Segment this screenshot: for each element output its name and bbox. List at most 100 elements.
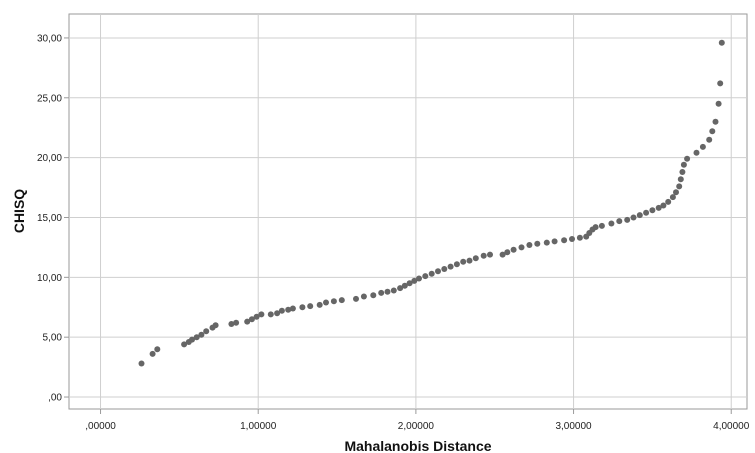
data-point: [416, 275, 422, 282]
data-point: [510, 246, 517, 253]
data-point: [576, 234, 583, 241]
data-point: [198, 331, 205, 338]
data-point: [643, 209, 650, 216]
data-point: [551, 238, 558, 245]
data-point: [258, 311, 265, 318]
data-point: [499, 251, 506, 258]
data-point: [411, 277, 418, 284]
data-point: [397, 285, 404, 292]
data-point: [307, 303, 314, 310]
data-point: [316, 301, 323, 308]
data-point: [323, 299, 329, 306]
data-point: [406, 280, 413, 287]
y-axis-ticks: ,00 5,00 10,00 15,00 20,00 25,00 30,00: [37, 33, 69, 404]
x-axis-ticks: ,00000 1,00000 2,00000 3,00000 4,00000: [85, 409, 750, 432]
data-point: [244, 318, 251, 325]
data-point: [718, 39, 725, 46]
data-point: [370, 292, 377, 299]
data-point: [649, 207, 656, 214]
data-point: [203, 328, 210, 335]
data-point: [447, 263, 454, 270]
data-point: [673, 189, 679, 196]
x-axis-title: Mahalanobis Distance: [344, 438, 491, 453]
data-point: [330, 298, 337, 305]
data-point: [518, 244, 525, 251]
data-point: [435, 268, 441, 275]
data-point: [154, 346, 161, 353]
x-tick-label: 1,00000: [240, 421, 277, 432]
data-point: [534, 240, 541, 247]
data-point: [378, 289, 385, 296]
data-point: [267, 311, 274, 318]
data-point: [608, 220, 615, 227]
data-point: [706, 136, 713, 143]
data-point: [616, 218, 623, 225]
data-point: [338, 297, 345, 304]
y-tick-label: 30,00: [37, 33, 62, 44]
data-point: [669, 194, 676, 201]
data-point: [453, 261, 460, 268]
y-tick-label: 25,00: [37, 93, 62, 104]
data-point: [636, 212, 643, 219]
data-point: [466, 257, 473, 264]
data-point: [680, 161, 687, 168]
data-point: [233, 319, 240, 326]
data-point: [699, 143, 706, 150]
x-tick-label: 4,00000: [713, 421, 750, 432]
data-point: [717, 80, 724, 87]
data-point: [526, 242, 533, 248]
data-point: [253, 313, 260, 320]
data-point: [278, 307, 285, 314]
y-tick-label: 20,00: [37, 153, 62, 164]
data-point: [677, 176, 684, 183]
data-point: [428, 270, 435, 277]
data-point: [487, 251, 493, 258]
data-point: [630, 214, 637, 221]
y-axis-title: CHISQ: [11, 189, 27, 233]
data-point: [384, 288, 391, 295]
y-tick-label: 5,00: [43, 333, 63, 344]
data-point: [561, 237, 568, 244]
data-point: [441, 266, 448, 272]
data-point: [598, 222, 605, 229]
y-tick-label: 10,00: [37, 273, 62, 284]
data-point: [189, 336, 195, 343]
data-point: [679, 169, 686, 175]
data-point: [390, 287, 397, 294]
y-tick-label: ,00: [48, 393, 62, 404]
data-point: [212, 322, 219, 329]
data-point: [228, 321, 235, 327]
data-point: [684, 155, 691, 162]
data-point: [480, 252, 487, 259]
x-tick-label: ,00000: [85, 421, 116, 432]
data-point: [353, 295, 359, 302]
data-point: [592, 224, 599, 231]
data-point: [676, 183, 683, 190]
data-point: [289, 305, 296, 312]
data-point: [181, 341, 188, 348]
data-point: [624, 216, 631, 223]
data-point: [299, 304, 306, 311]
data-point: [712, 118, 719, 125]
data-point: [149, 350, 156, 357]
data-point: [138, 360, 145, 367]
data-point: [193, 334, 200, 341]
data-point: [248, 316, 255, 323]
data-point: [360, 293, 367, 300]
x-tick-label: 2,00000: [398, 421, 435, 432]
data-point: [460, 258, 467, 265]
data-point: [715, 100, 722, 107]
data-point: [693, 149, 700, 156]
data-point: [472, 255, 479, 262]
data-point: [655, 204, 662, 211]
data-point: [569, 236, 575, 242]
grid-lines: [69, 14, 747, 409]
data-point: [285, 306, 292, 313]
data-point: [504, 249, 511, 256]
data-point: [665, 198, 672, 205]
data-point: [274, 310, 281, 317]
x-tick-label: 3,00000: [555, 421, 592, 432]
data-points: [138, 39, 725, 367]
